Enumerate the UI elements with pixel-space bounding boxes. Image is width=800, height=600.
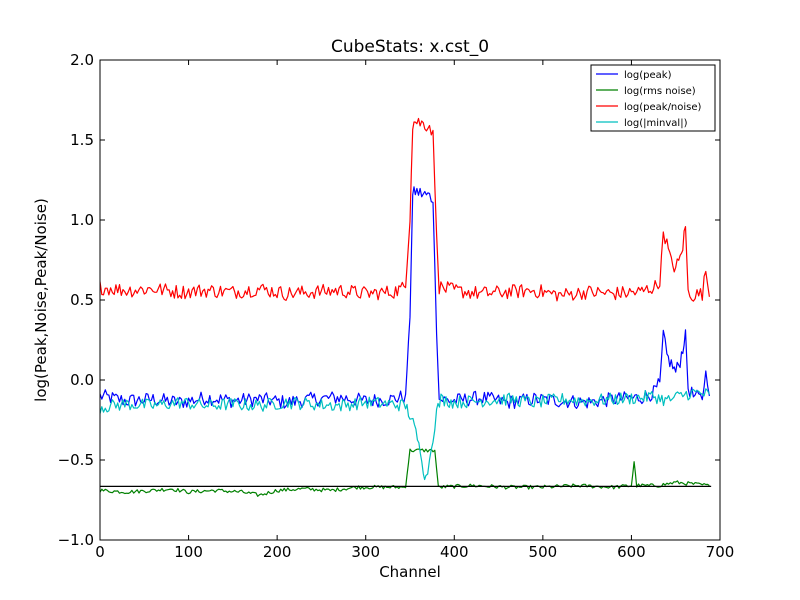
x-tick-label: 200 — [263, 543, 292, 561]
y-tick-label: 0.5 — [70, 291, 94, 309]
axes-layer: 0 100 200 300 400 500 600 700 −1.0 −0.5 0.0 0.5 1.0 1… — [58, 51, 735, 561]
legend: log(peak) log(rms noise) log(peak/noise) lo… — [590, 64, 716, 132]
x-tick-label: 0 — [95, 543, 105, 561]
legend-label: log(|minval|) — [624, 118, 688, 129]
legend-box — [590, 64, 716, 132]
series-layer — [100, 117, 712, 497]
y-tick-label: −1.0 — [58, 531, 94, 549]
legend-label: log(rms noise) — [624, 86, 696, 97]
legend-label: log(peak/noise) — [624, 102, 702, 113]
y-axis-label: log(Peak,Noise,Peak/Noise) — [32, 198, 50, 402]
y-tick-label: 0.0 — [70, 371, 94, 389]
y-tick-label: 2.0 — [70, 51, 94, 69]
x-axis-label: Channel — [379, 563, 441, 581]
y-tick-label: −0.5 — [58, 451, 94, 469]
x-tick-label: 700 — [706, 543, 735, 561]
x-tick-label: 500 — [529, 543, 558, 561]
x-tick-label: 100 — [174, 543, 203, 561]
series-line-3 — [100, 388, 710, 481]
x-tick-label: 400 — [440, 543, 469, 561]
legend-label: log(peak) — [624, 70, 672, 81]
x-tick-label: 300 — [351, 543, 380, 561]
y-tick-label: 1.5 — [70, 131, 94, 149]
y-tick-label: 1.0 — [70, 211, 94, 229]
chart-title: CubeStats: x.cst_0 — [331, 37, 489, 57]
series-line-0 — [100, 186, 710, 409]
series-line-2 — [100, 117, 710, 302]
x-tick-label: 600 — [617, 543, 646, 561]
series-line-1 — [100, 448, 710, 497]
